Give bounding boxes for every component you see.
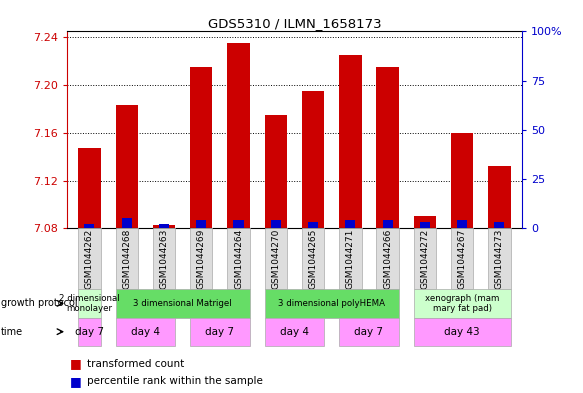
Bar xyxy=(271,220,281,228)
Text: GSM1044268: GSM1044268 xyxy=(122,229,131,289)
Text: day 4: day 4 xyxy=(280,327,309,337)
Bar xyxy=(78,318,101,346)
Text: GSM1044271: GSM1044271 xyxy=(346,229,355,289)
Bar xyxy=(115,228,138,289)
Bar xyxy=(196,220,206,228)
Bar xyxy=(414,318,511,346)
Bar xyxy=(190,228,212,289)
Bar xyxy=(420,222,430,228)
Text: GSM1044270: GSM1044270 xyxy=(271,229,280,289)
Bar xyxy=(153,228,175,289)
Bar xyxy=(122,219,132,228)
Bar xyxy=(457,220,467,228)
Text: GSM1044262: GSM1044262 xyxy=(85,229,94,289)
Bar xyxy=(345,220,356,228)
Bar xyxy=(115,318,175,346)
Text: GSM1044266: GSM1044266 xyxy=(383,229,392,289)
Text: 3 dimensional polyHEMA: 3 dimensional polyHEMA xyxy=(278,299,385,308)
Bar xyxy=(190,318,250,346)
Bar xyxy=(339,55,361,228)
Bar xyxy=(265,115,287,228)
Text: 3 dimensional Matrigel: 3 dimensional Matrigel xyxy=(134,299,232,308)
Text: 2 dimensional
monolayer: 2 dimensional monolayer xyxy=(59,294,120,313)
Title: GDS5310 / ILMN_1658173: GDS5310 / ILMN_1658173 xyxy=(208,17,381,30)
Text: GSM1044272: GSM1044272 xyxy=(420,229,429,289)
Bar xyxy=(414,217,436,228)
Bar xyxy=(339,228,361,289)
Bar xyxy=(494,222,504,228)
Bar xyxy=(265,318,324,346)
Text: day 4: day 4 xyxy=(131,327,160,337)
Bar xyxy=(308,222,318,228)
Bar xyxy=(227,228,250,289)
Text: GSM1044273: GSM1044273 xyxy=(495,229,504,289)
Text: ■: ■ xyxy=(70,357,82,370)
Bar xyxy=(302,228,324,289)
Text: percentile rank within the sample: percentile rank within the sample xyxy=(87,376,264,386)
Text: GSM1044265: GSM1044265 xyxy=(308,229,318,289)
Bar xyxy=(265,289,399,318)
Bar xyxy=(159,224,169,228)
Bar xyxy=(414,289,511,318)
Bar xyxy=(377,67,399,228)
Bar xyxy=(227,43,250,228)
Text: day 7: day 7 xyxy=(75,327,104,337)
Bar xyxy=(339,318,399,346)
Text: GSM1044263: GSM1044263 xyxy=(160,229,168,289)
Bar xyxy=(153,225,175,228)
Bar xyxy=(265,228,287,289)
Text: transformed count: transformed count xyxy=(87,358,185,369)
Text: GSM1044269: GSM1044269 xyxy=(196,229,206,289)
Bar xyxy=(451,133,473,228)
Text: xenograph (mam
mary fat pad): xenograph (mam mary fat pad) xyxy=(425,294,499,313)
Bar xyxy=(233,220,244,228)
Text: GSM1044264: GSM1044264 xyxy=(234,229,243,289)
Bar xyxy=(78,289,101,318)
Text: day 7: day 7 xyxy=(205,327,234,337)
Bar xyxy=(414,228,436,289)
Bar xyxy=(190,67,212,228)
Text: time: time xyxy=(1,327,23,337)
Bar xyxy=(115,105,138,228)
Bar xyxy=(302,91,324,228)
Bar xyxy=(488,166,511,228)
Bar xyxy=(451,228,473,289)
Text: growth protocol: growth protocol xyxy=(1,298,78,309)
Bar xyxy=(78,228,101,289)
Text: GSM1044267: GSM1044267 xyxy=(458,229,466,289)
Text: ■: ■ xyxy=(70,375,82,388)
Bar xyxy=(78,149,101,228)
Bar xyxy=(488,228,511,289)
Bar xyxy=(377,228,399,289)
Text: day 43: day 43 xyxy=(444,327,480,337)
Bar xyxy=(115,289,250,318)
Text: day 7: day 7 xyxy=(354,327,384,337)
Bar xyxy=(382,220,392,228)
Bar xyxy=(85,224,94,228)
